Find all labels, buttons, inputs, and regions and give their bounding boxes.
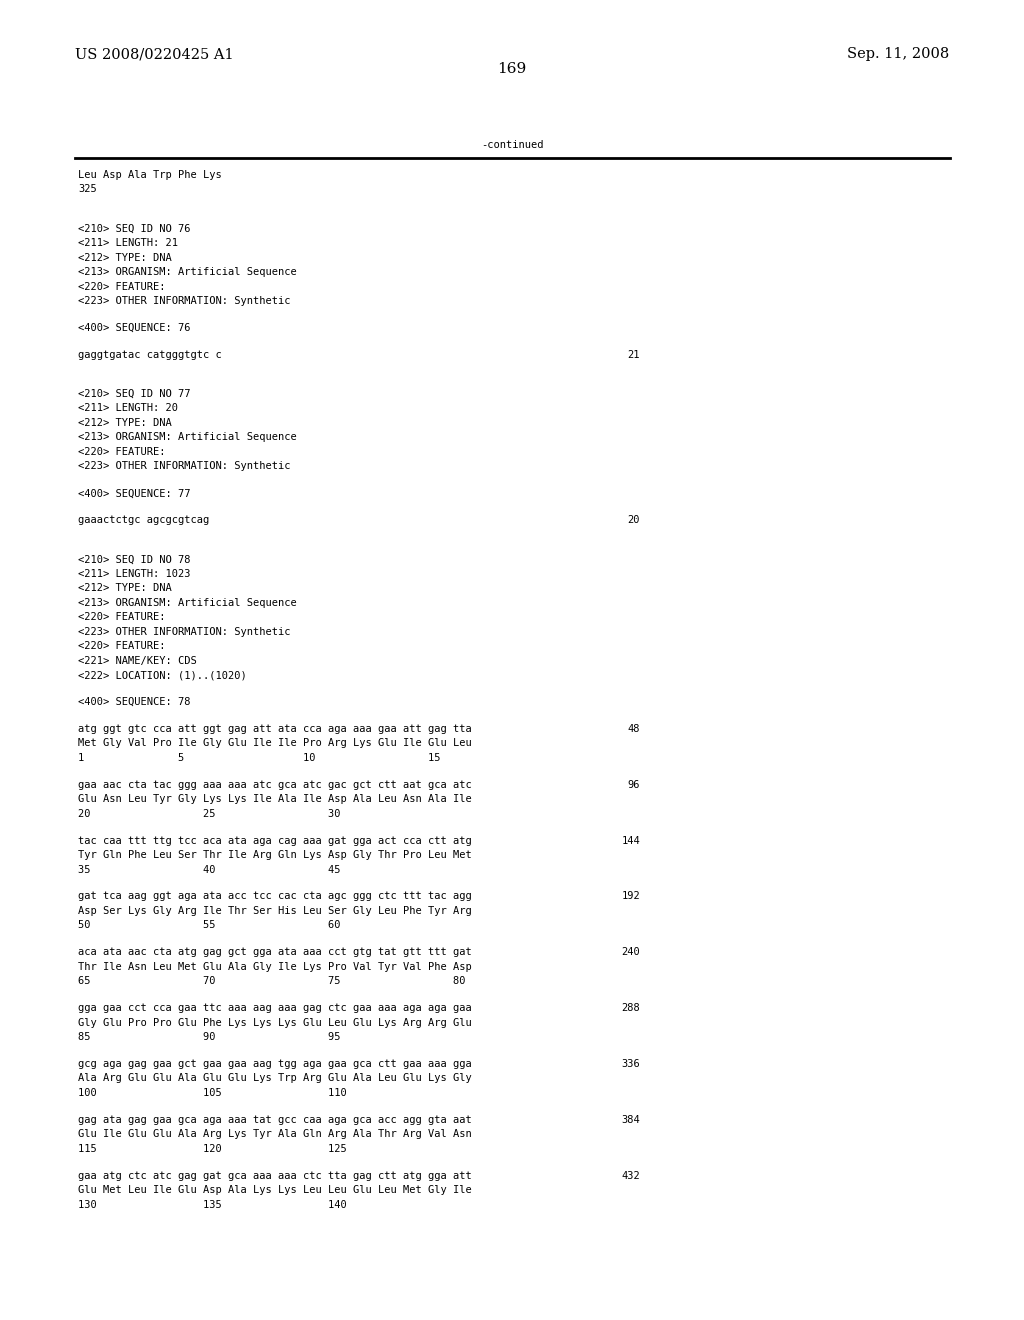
Text: Glu Asn Leu Tyr Gly Lys Lys Ile Ala Ile Asp Ala Leu Asn Ala Ile: Glu Asn Leu Tyr Gly Lys Lys Ile Ala Ile … — [78, 795, 472, 804]
Text: <400> SEQUENCE: 78: <400> SEQUENCE: 78 — [78, 697, 190, 708]
Text: Ala Arg Glu Glu Ala Glu Glu Lys Trp Arg Glu Ala Leu Glu Lys Gly: Ala Arg Glu Glu Ala Glu Glu Lys Trp Arg … — [78, 1073, 472, 1084]
Text: <223> OTHER INFORMATION: Synthetic: <223> OTHER INFORMATION: Synthetic — [78, 627, 291, 636]
Text: 65                  70                  75                  80: 65 70 75 80 — [78, 977, 466, 986]
Text: gaa atg ctc atc gag gat gca aaa aaa ctc tta gag ctt atg gga att: gaa atg ctc atc gag gat gca aaa aaa ctc … — [78, 1171, 472, 1180]
Text: <210> SEQ ID NO 77: <210> SEQ ID NO 77 — [78, 389, 190, 399]
Text: aca ata aac cta atg gag gct gga ata aaa cct gtg tat gtt ttt gat: aca ata aac cta atg gag gct gga ata aaa … — [78, 948, 472, 957]
Text: <212> TYPE: DNA: <212> TYPE: DNA — [78, 252, 172, 263]
Text: 20: 20 — [628, 515, 640, 525]
Text: <220> FEATURE:: <220> FEATURE: — [78, 642, 166, 651]
Text: gaa aac cta tac ggg aaa aaa atc gca atc gac gct ctt aat gca atc: gaa aac cta tac ggg aaa aaa atc gca atc … — [78, 780, 472, 789]
Text: 169: 169 — [498, 62, 526, 77]
Text: <220> FEATURE:: <220> FEATURE: — [78, 612, 166, 622]
Text: Glu Met Leu Ile Glu Asp Ala Lys Lys Leu Leu Glu Leu Met Gly Ile: Glu Met Leu Ile Glu Asp Ala Lys Lys Leu … — [78, 1185, 472, 1195]
Text: Leu Asp Ala Trp Phe Lys: Leu Asp Ala Trp Phe Lys — [78, 170, 222, 180]
Text: 432: 432 — [622, 1171, 640, 1180]
Text: 384: 384 — [622, 1114, 640, 1125]
Text: gcg aga gag gaa gct gaa gaa aag tgg aga gaa gca ctt gaa aaa gga: gcg aga gag gaa gct gaa gaa aag tgg aga … — [78, 1059, 472, 1069]
Text: 288: 288 — [622, 1003, 640, 1012]
Text: <223> OTHER INFORMATION: Synthetic: <223> OTHER INFORMATION: Synthetic — [78, 462, 291, 471]
Text: <213> ORGANISM: Artificial Sequence: <213> ORGANISM: Artificial Sequence — [78, 267, 297, 277]
Text: 100                 105                 110: 100 105 110 — [78, 1088, 347, 1098]
Text: 21: 21 — [628, 350, 640, 360]
Text: <220> FEATURE:: <220> FEATURE: — [78, 447, 166, 457]
Text: US 2008/0220425 A1: US 2008/0220425 A1 — [75, 48, 233, 61]
Text: <222> LOCATION: (1)..(1020): <222> LOCATION: (1)..(1020) — [78, 671, 247, 680]
Text: Sep. 11, 2008: Sep. 11, 2008 — [847, 48, 949, 61]
Text: <212> TYPE: DNA: <212> TYPE: DNA — [78, 583, 172, 593]
Text: 336: 336 — [622, 1059, 640, 1069]
Text: Met Gly Val Pro Ile Gly Glu Ile Ile Pro Arg Lys Glu Ile Glu Leu: Met Gly Val Pro Ile Gly Glu Ile Ile Pro … — [78, 738, 472, 748]
Text: <220> FEATURE:: <220> FEATURE: — [78, 281, 166, 292]
Text: <213> ORGANISM: Artificial Sequence: <213> ORGANISM: Artificial Sequence — [78, 433, 297, 442]
Text: <211> LENGTH: 1023: <211> LENGTH: 1023 — [78, 569, 190, 578]
Text: 144: 144 — [622, 836, 640, 846]
Text: 48: 48 — [628, 723, 640, 734]
Text: 50                  55                  60: 50 55 60 — [78, 920, 341, 931]
Text: 325: 325 — [78, 185, 96, 194]
Text: 85                  90                  95: 85 90 95 — [78, 1032, 341, 1041]
Text: gga gaa cct cca gaa ttc aaa aag aaa gag ctc gaa aaa aga aga gaa: gga gaa cct cca gaa ttc aaa aag aaa gag … — [78, 1003, 472, 1012]
Text: gat tca aag ggt aga ata acc tcc cac cta agc ggg ctc ttt tac agg: gat tca aag ggt aga ata acc tcc cac cta … — [78, 891, 472, 902]
Text: 130                 135                 140: 130 135 140 — [78, 1200, 347, 1209]
Text: <211> LENGTH: 21: <211> LENGTH: 21 — [78, 238, 178, 248]
Text: <400> SEQUENCE: 77: <400> SEQUENCE: 77 — [78, 488, 190, 498]
Text: <400> SEQUENCE: 76: <400> SEQUENCE: 76 — [78, 323, 190, 333]
Text: <210> SEQ ID NO 78: <210> SEQ ID NO 78 — [78, 554, 190, 564]
Text: 20                  25                  30: 20 25 30 — [78, 809, 341, 818]
Text: Glu Ile Glu Glu Ala Arg Lys Tyr Ala Gln Arg Ala Thr Arg Val Asn: Glu Ile Glu Glu Ala Arg Lys Tyr Ala Gln … — [78, 1129, 472, 1139]
Text: 35                  40                  45: 35 40 45 — [78, 865, 341, 875]
Text: Gly Glu Pro Pro Glu Phe Lys Lys Lys Glu Leu Glu Lys Arg Arg Glu: Gly Glu Pro Pro Glu Phe Lys Lys Lys Glu … — [78, 1018, 472, 1027]
Text: <213> ORGANISM: Artificial Sequence: <213> ORGANISM: Artificial Sequence — [78, 598, 297, 607]
Text: gaggtgatac catgggtgtc c: gaggtgatac catgggtgtc c — [78, 350, 222, 360]
Text: <221> NAME/KEY: CDS: <221> NAME/KEY: CDS — [78, 656, 197, 665]
Text: atg ggt gtc cca att ggt gag att ata cca aga aaa gaa att gag tta: atg ggt gtc cca att ggt gag att ata cca … — [78, 723, 472, 734]
Text: 115                 120                 125: 115 120 125 — [78, 1143, 347, 1154]
Text: <223> OTHER INFORMATION: Synthetic: <223> OTHER INFORMATION: Synthetic — [78, 296, 291, 306]
Text: Thr Ile Asn Leu Met Glu Ala Gly Ile Lys Pro Val Tyr Val Phe Asp: Thr Ile Asn Leu Met Glu Ala Gly Ile Lys … — [78, 962, 472, 972]
Text: -continued: -continued — [480, 140, 544, 150]
Text: 240: 240 — [622, 948, 640, 957]
Text: <212> TYPE: DNA: <212> TYPE: DNA — [78, 418, 172, 428]
Text: 192: 192 — [622, 891, 640, 902]
Text: 96: 96 — [628, 780, 640, 789]
Text: gag ata gag gaa gca aga aaa tat gcc caa aga gca acc agg gta aat: gag ata gag gaa gca aga aaa tat gcc caa … — [78, 1114, 472, 1125]
Text: Tyr Gln Phe Leu Ser Thr Ile Arg Gln Lys Asp Gly Thr Pro Leu Met: Tyr Gln Phe Leu Ser Thr Ile Arg Gln Lys … — [78, 850, 472, 861]
Text: tac caa ttt ttg tcc aca ata aga cag aaa gat gga act cca ctt atg: tac caa ttt ttg tcc aca ata aga cag aaa … — [78, 836, 472, 846]
Text: Asp Ser Lys Gly Arg Ile Thr Ser His Leu Ser Gly Leu Phe Tyr Arg: Asp Ser Lys Gly Arg Ile Thr Ser His Leu … — [78, 906, 472, 916]
Text: <211> LENGTH: 20: <211> LENGTH: 20 — [78, 404, 178, 413]
Text: 1               5                   10                  15: 1 5 10 15 — [78, 752, 440, 763]
Text: <210> SEQ ID NO 76: <210> SEQ ID NO 76 — [78, 223, 190, 234]
Text: gaaactctgc agcgcgtcag: gaaactctgc agcgcgtcag — [78, 515, 209, 525]
